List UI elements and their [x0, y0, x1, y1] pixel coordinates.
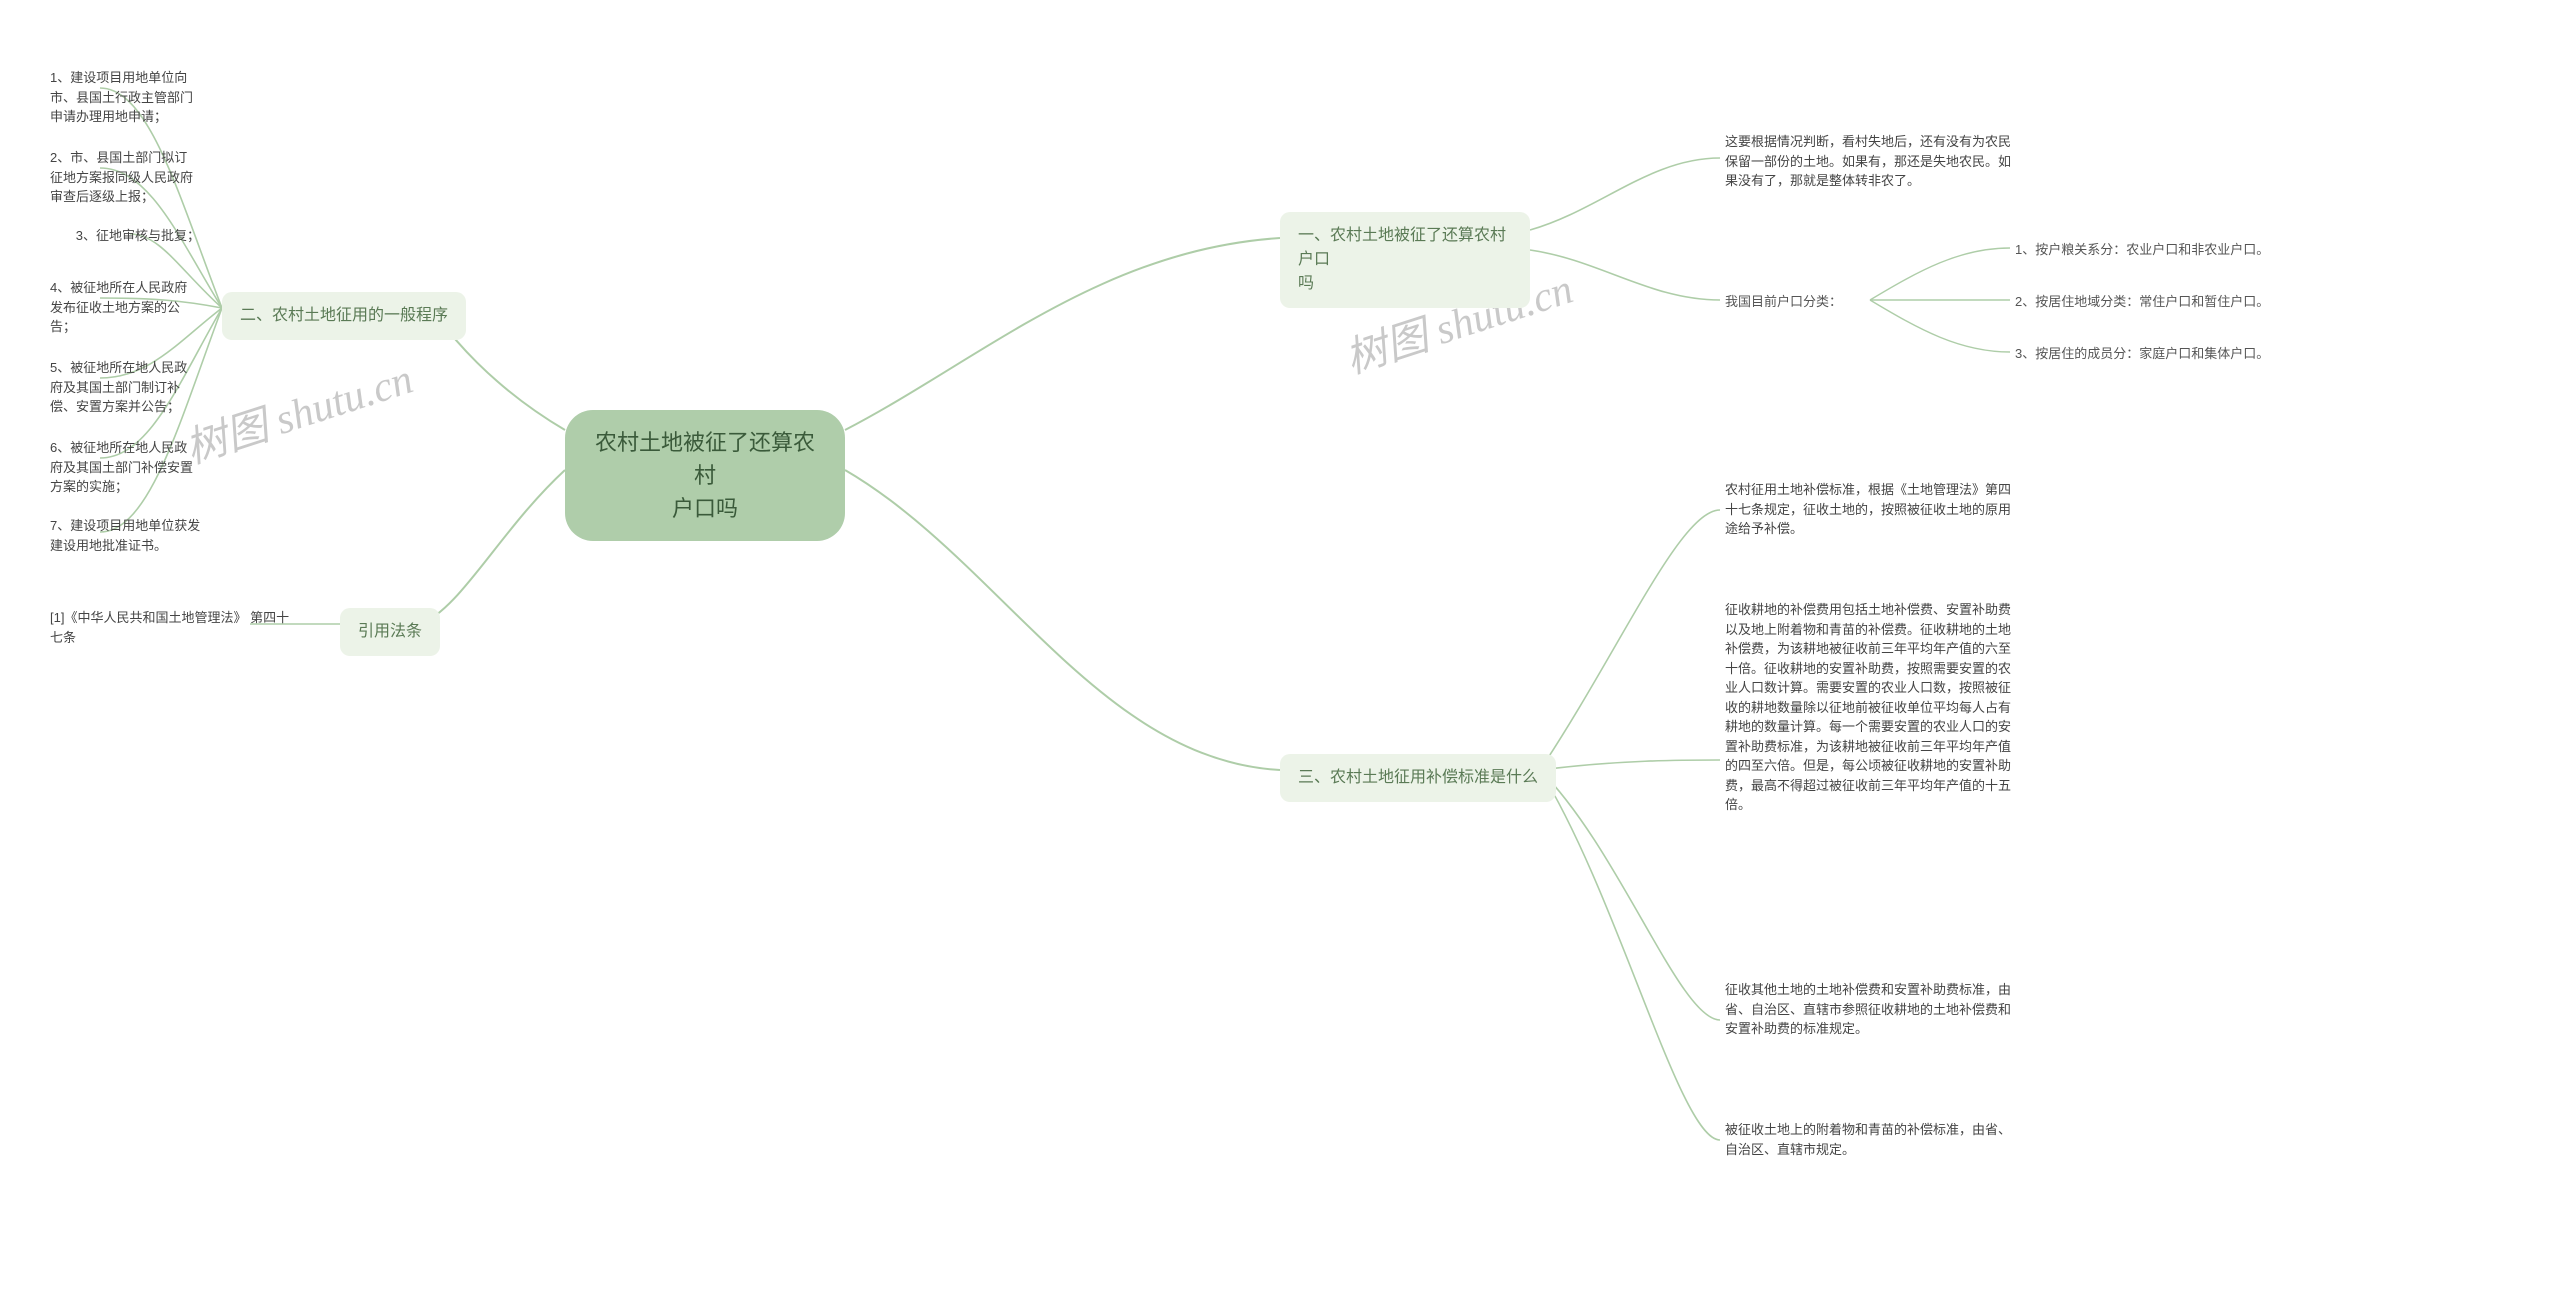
branch-section2: 二、农村土地征用的一般程序	[222, 292, 466, 340]
branch2-leaf7: 7、建设项目用地单位获发建设用地批准证书。	[0, 516, 210, 555]
branch1-line1: 一、农村土地被征了还算农村户口	[1298, 224, 1512, 272]
branch2-leaf1: 1、建设项目用地单位向市、县国土行政主管部门申请办理用地申请；	[0, 68, 200, 127]
center-node: 农村土地被征了还算农村 户口吗	[565, 410, 845, 541]
branch-section1: 一、农村土地被征了还算农村户口 吗	[1280, 212, 1530, 308]
hukou-type-1: 1、按户粮关系分：农业户口和非农业户口。	[2015, 240, 2269, 260]
branch2-leaf4: 4、被征地所在人民政府发布征收土地方案的公告；	[0, 278, 200, 337]
branch2-leaf2: 2、市、县国土部门拟订征地方案报同级人民政府审查后逐级上报；	[0, 148, 200, 207]
branch2-leaf3: 3、征地审核与批复；	[0, 226, 200, 246]
hukou-type-2: 2、按居住地域分类：常住户口和暂住户口。	[2015, 292, 2269, 312]
branch-section3: 三、农村土地征用补偿标准是什么	[1280, 754, 1556, 802]
branch1-sub-label: 我国目前户口分类：	[1725, 292, 1842, 312]
hukou-type-3: 3、按居住的成员分：家庭户口和集体户口。	[2015, 344, 2269, 364]
reference-leaf: [1]《中华人民共和国土地管理法》 第四十七条	[50, 608, 300, 647]
branch2-leaf5: 5、被征地所在地人民政府及其国土部门制订补偿、安置方案并公告；	[0, 358, 200, 417]
branch1-line2: 吗	[1298, 272, 1512, 296]
branch3-leaf1: 农村征用土地补偿标准，根据《土地管理法》第四十七条规定，征收土地的，按照被征收土…	[1725, 480, 2015, 539]
branch3-leaf3: 征收其他土地的土地补偿费和安置补助费标准，由省、自治区、直辖市参照征收耕地的土地…	[1725, 980, 2015, 1039]
branch2-leaf6: 6、被征地所在地人民政府及其国土部门补偿安置方案的实施；	[0, 438, 200, 497]
center-line2: 户口吗	[593, 492, 817, 525]
branch-reference: 引用法条	[340, 608, 440, 656]
branch1-leaf1: 这要根据情况判断，看村失地后，还有没有为农民保留一部份的土地。如果有，那还是失地…	[1725, 132, 2015, 191]
center-line1: 农村土地被征了还算农村	[593, 426, 817, 492]
watermark-left: 树图 shutu.cn	[176, 345, 419, 476]
branch3-leaf2: 征收耕地的补偿费用包括土地补偿费、安置补助费以及地上附着物和青苗的补偿费。征收耕…	[1725, 600, 2015, 815]
branch3-leaf4: 被征收土地上的附着物和青苗的补偿标准，由省、自治区、直辖市规定。	[1725, 1120, 2015, 1159]
